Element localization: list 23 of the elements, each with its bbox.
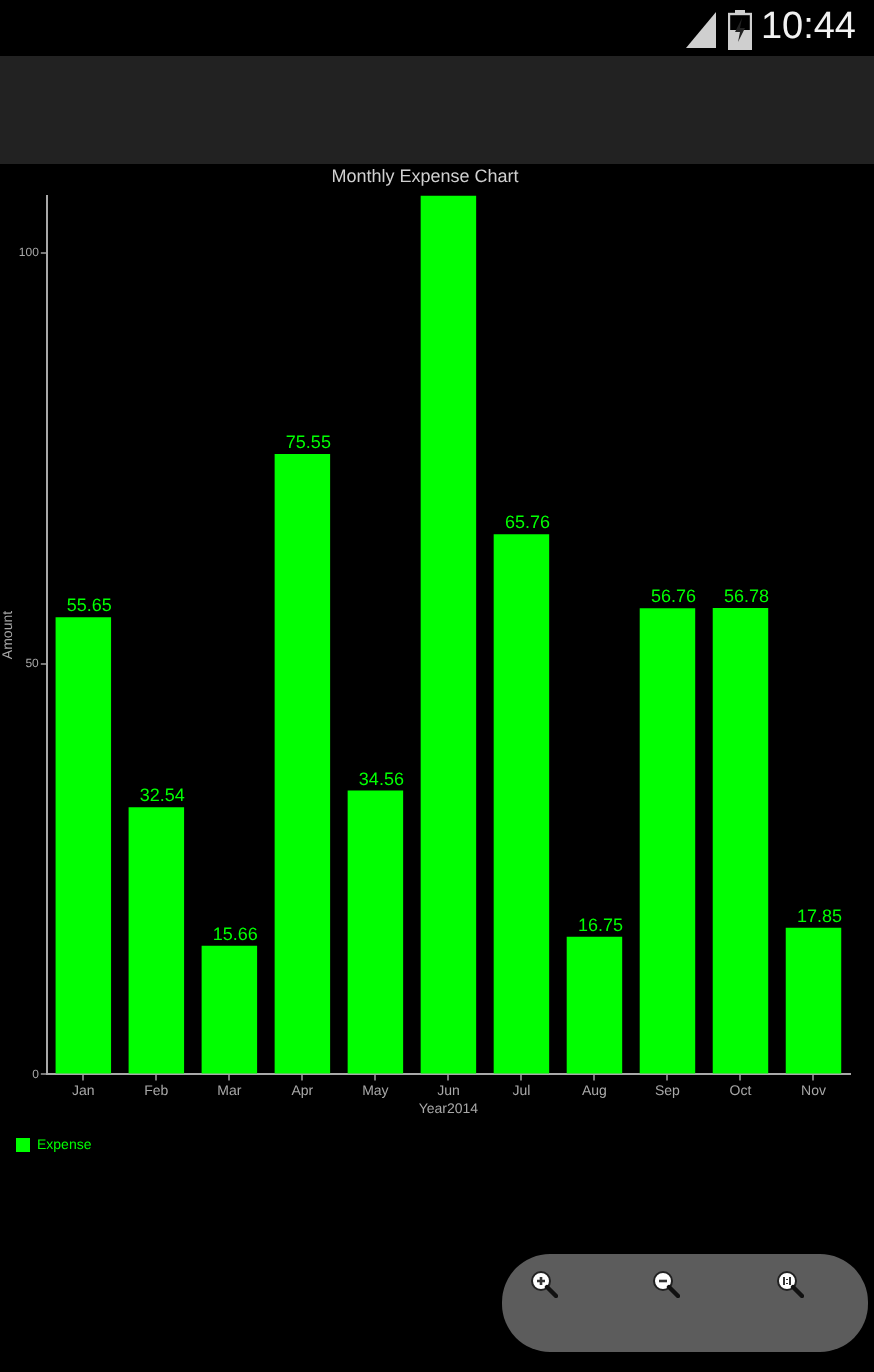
bar (493, 534, 550, 1074)
bar (128, 807, 185, 1074)
data-label: 17.85 (796, 905, 843, 926)
text: 10:44 (760, 6, 856, 48)
bar (274, 453, 331, 1074)
bar (55, 617, 112, 1074)
data-label: 56.78 (723, 586, 770, 607)
data-label: 34.56 (358, 768, 404, 789)
data-label: 32.54 (139, 785, 185, 806)
bar (201, 945, 258, 1074)
chart-title: Monthly Expense Chart (331, 165, 520, 186)
data-label: 16.75 (577, 914, 623, 935)
data-label: 56.76 (650, 586, 696, 607)
data-label: 55.65 (66, 595, 112, 616)
bar (639, 608, 696, 1074)
bar (785, 927, 842, 1074)
bar (566, 936, 623, 1074)
data-label: 65.76 (504, 512, 550, 533)
bar (712, 608, 769, 1074)
data-label: 15.66 (212, 923, 258, 944)
bar (347, 790, 404, 1074)
bar (420, 195, 477, 1074)
data-label: 75.55 (285, 431, 331, 452)
